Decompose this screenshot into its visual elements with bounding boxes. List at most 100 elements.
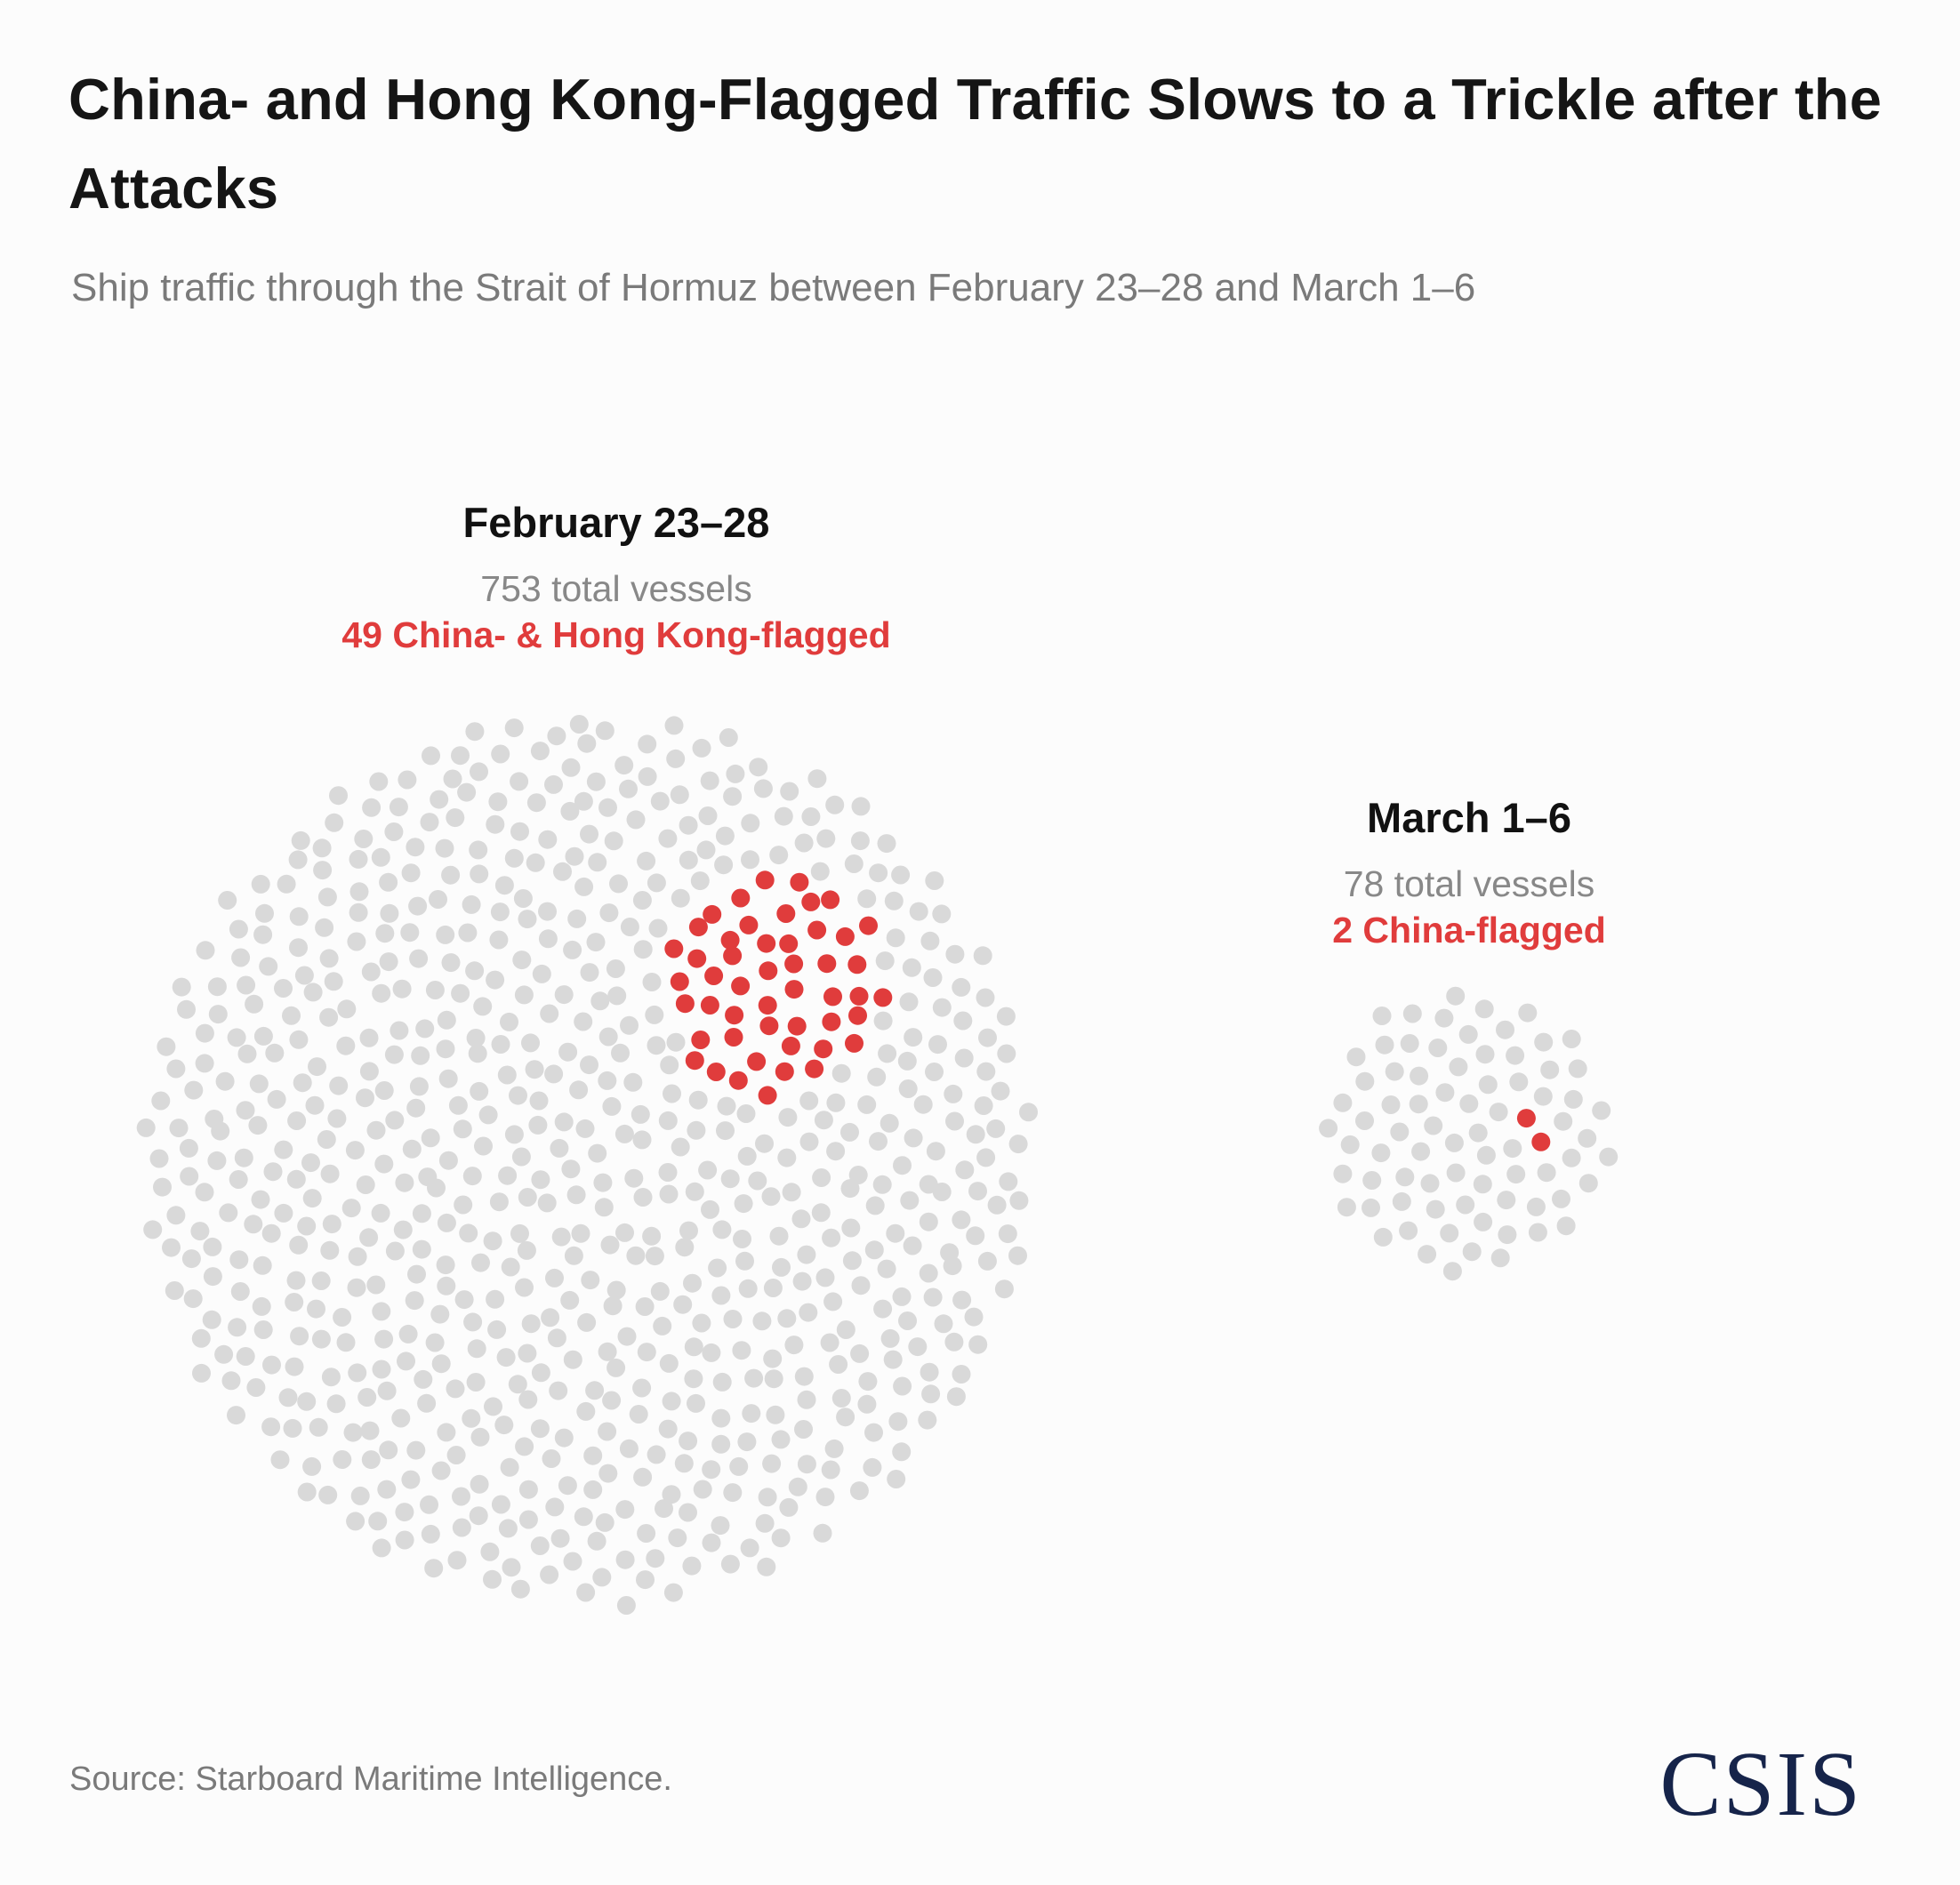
vessel-dot bbox=[371, 1203, 390, 1223]
vessel-dot bbox=[782, 1183, 801, 1202]
vessel-dot bbox=[518, 1480, 538, 1499]
vessel-dot bbox=[333, 1450, 352, 1469]
vessel-dot bbox=[679, 850, 698, 870]
vessel-dot bbox=[671, 888, 690, 908]
vessel-dot bbox=[580, 824, 598, 844]
flagged-vessel-dot bbox=[873, 988, 893, 1007]
vessel-dot bbox=[513, 889, 533, 908]
vessel-dot bbox=[349, 882, 369, 902]
vessel-dot bbox=[545, 1268, 564, 1287]
vessel-dot bbox=[799, 1303, 818, 1322]
vessel-dot bbox=[245, 994, 264, 1014]
vessel-dot bbox=[1534, 1032, 1554, 1052]
vessel-dot bbox=[401, 1470, 421, 1489]
vessel-dot bbox=[987, 1195, 1007, 1215]
flagged-vessel-dot bbox=[706, 1063, 726, 1081]
vessel-dot bbox=[518, 910, 537, 929]
vessel-dot bbox=[635, 1297, 655, 1316]
vessel-dot bbox=[877, 1259, 896, 1279]
vessel-dot bbox=[675, 1238, 695, 1257]
vessel-dot bbox=[420, 813, 439, 832]
vessel-dot bbox=[797, 1455, 816, 1474]
vessel-dot bbox=[398, 1324, 418, 1344]
vessel-dot bbox=[438, 1151, 458, 1170]
vessel-dot bbox=[234, 1148, 253, 1167]
february-group-label: February 23–28 753 total vessels 49 Chin… bbox=[341, 496, 890, 658]
vessel-dot bbox=[237, 1044, 257, 1063]
flagged-vessel-dot bbox=[775, 1062, 794, 1081]
vessel-dot bbox=[317, 887, 337, 907]
vessel-dot bbox=[684, 1337, 703, 1357]
flagged-vessel-dot bbox=[848, 1006, 867, 1025]
vessel-dot bbox=[1424, 1116, 1443, 1135]
vessel-dot bbox=[577, 1312, 597, 1332]
vessel-dot bbox=[294, 966, 314, 985]
vessel-dot bbox=[436, 925, 455, 944]
vessel-dot bbox=[598, 1027, 618, 1047]
vessel-dot bbox=[619, 779, 638, 798]
vessel-dot bbox=[179, 1138, 198, 1158]
vessel-dot bbox=[231, 948, 251, 967]
vessel-dot bbox=[946, 1387, 966, 1407]
vessel-dot bbox=[717, 1096, 736, 1116]
vessel-dot bbox=[348, 1363, 367, 1383]
vessel-dot bbox=[687, 1120, 706, 1140]
vessel-dot bbox=[467, 1339, 486, 1359]
vessel-dot bbox=[236, 1347, 255, 1366]
vessel-dot bbox=[1410, 1066, 1429, 1086]
vessel-dot bbox=[498, 1519, 518, 1538]
vessel-dot bbox=[892, 1442, 912, 1462]
flagged-vessel-dot bbox=[720, 930, 740, 950]
vessel-dot bbox=[320, 1164, 340, 1183]
vessel-dot bbox=[483, 1231, 502, 1251]
vessel-dot bbox=[327, 1109, 347, 1128]
vessel-dot bbox=[286, 1271, 306, 1290]
vessel-dot bbox=[425, 981, 445, 999]
vessel-dot bbox=[390, 1021, 409, 1040]
vessel-dot bbox=[580, 1055, 598, 1075]
vessel-dot bbox=[1456, 1195, 1475, 1215]
vessel-dot bbox=[1552, 1189, 1570, 1208]
vessel-dot bbox=[563, 1350, 582, 1369]
vessel-dot bbox=[887, 1470, 906, 1488]
flagged-vessel-dot bbox=[784, 954, 804, 974]
vessel-dot bbox=[301, 1153, 320, 1173]
vessel-dot bbox=[606, 959, 625, 978]
vessel-dot bbox=[1434, 1008, 1454, 1028]
vessel-dot bbox=[191, 1328, 211, 1348]
vessel-dot bbox=[666, 749, 686, 768]
vessel-dot bbox=[670, 785, 689, 805]
vessel-dot bbox=[311, 1329, 331, 1349]
csis-logo: CSIS bbox=[1659, 1733, 1862, 1835]
vessel-dot bbox=[575, 1119, 595, 1138]
vessel-dot bbox=[966, 1125, 985, 1144]
vessel-dot bbox=[920, 931, 940, 951]
vessel-dot bbox=[518, 1390, 538, 1409]
vessel-dot bbox=[227, 1406, 245, 1425]
flagged-vessel-dot bbox=[787, 1016, 807, 1036]
vessel-dot bbox=[529, 1091, 549, 1111]
vessel-dot bbox=[714, 855, 734, 875]
vessel-dot bbox=[488, 792, 508, 812]
vessel-dot bbox=[816, 829, 836, 848]
vessel-dot bbox=[1475, 1045, 1495, 1064]
vessel-dot bbox=[253, 1255, 272, 1275]
vessel-dot bbox=[329, 786, 348, 806]
vessel-dot bbox=[421, 1524, 440, 1544]
flagged-vessel-dot bbox=[725, 1006, 744, 1025]
vessel-dot bbox=[497, 1065, 517, 1085]
vessel-dot bbox=[966, 1226, 985, 1246]
vessel-dot bbox=[458, 923, 478, 942]
vessel-dot bbox=[821, 1460, 840, 1480]
vessel-dot bbox=[471, 1253, 490, 1272]
vessel-dot bbox=[547, 1328, 566, 1348]
vessel-dot bbox=[341, 1199, 361, 1218]
vessel-dot bbox=[593, 1173, 613, 1192]
vessel-dot bbox=[1362, 1171, 1382, 1190]
vessel-dot bbox=[431, 1354, 451, 1374]
vessel-dot bbox=[886, 928, 905, 948]
vessel-dot bbox=[748, 1171, 767, 1191]
vessel-dot bbox=[658, 1163, 678, 1182]
vessel-dot bbox=[420, 1495, 438, 1514]
vessel-dot bbox=[943, 1256, 962, 1276]
